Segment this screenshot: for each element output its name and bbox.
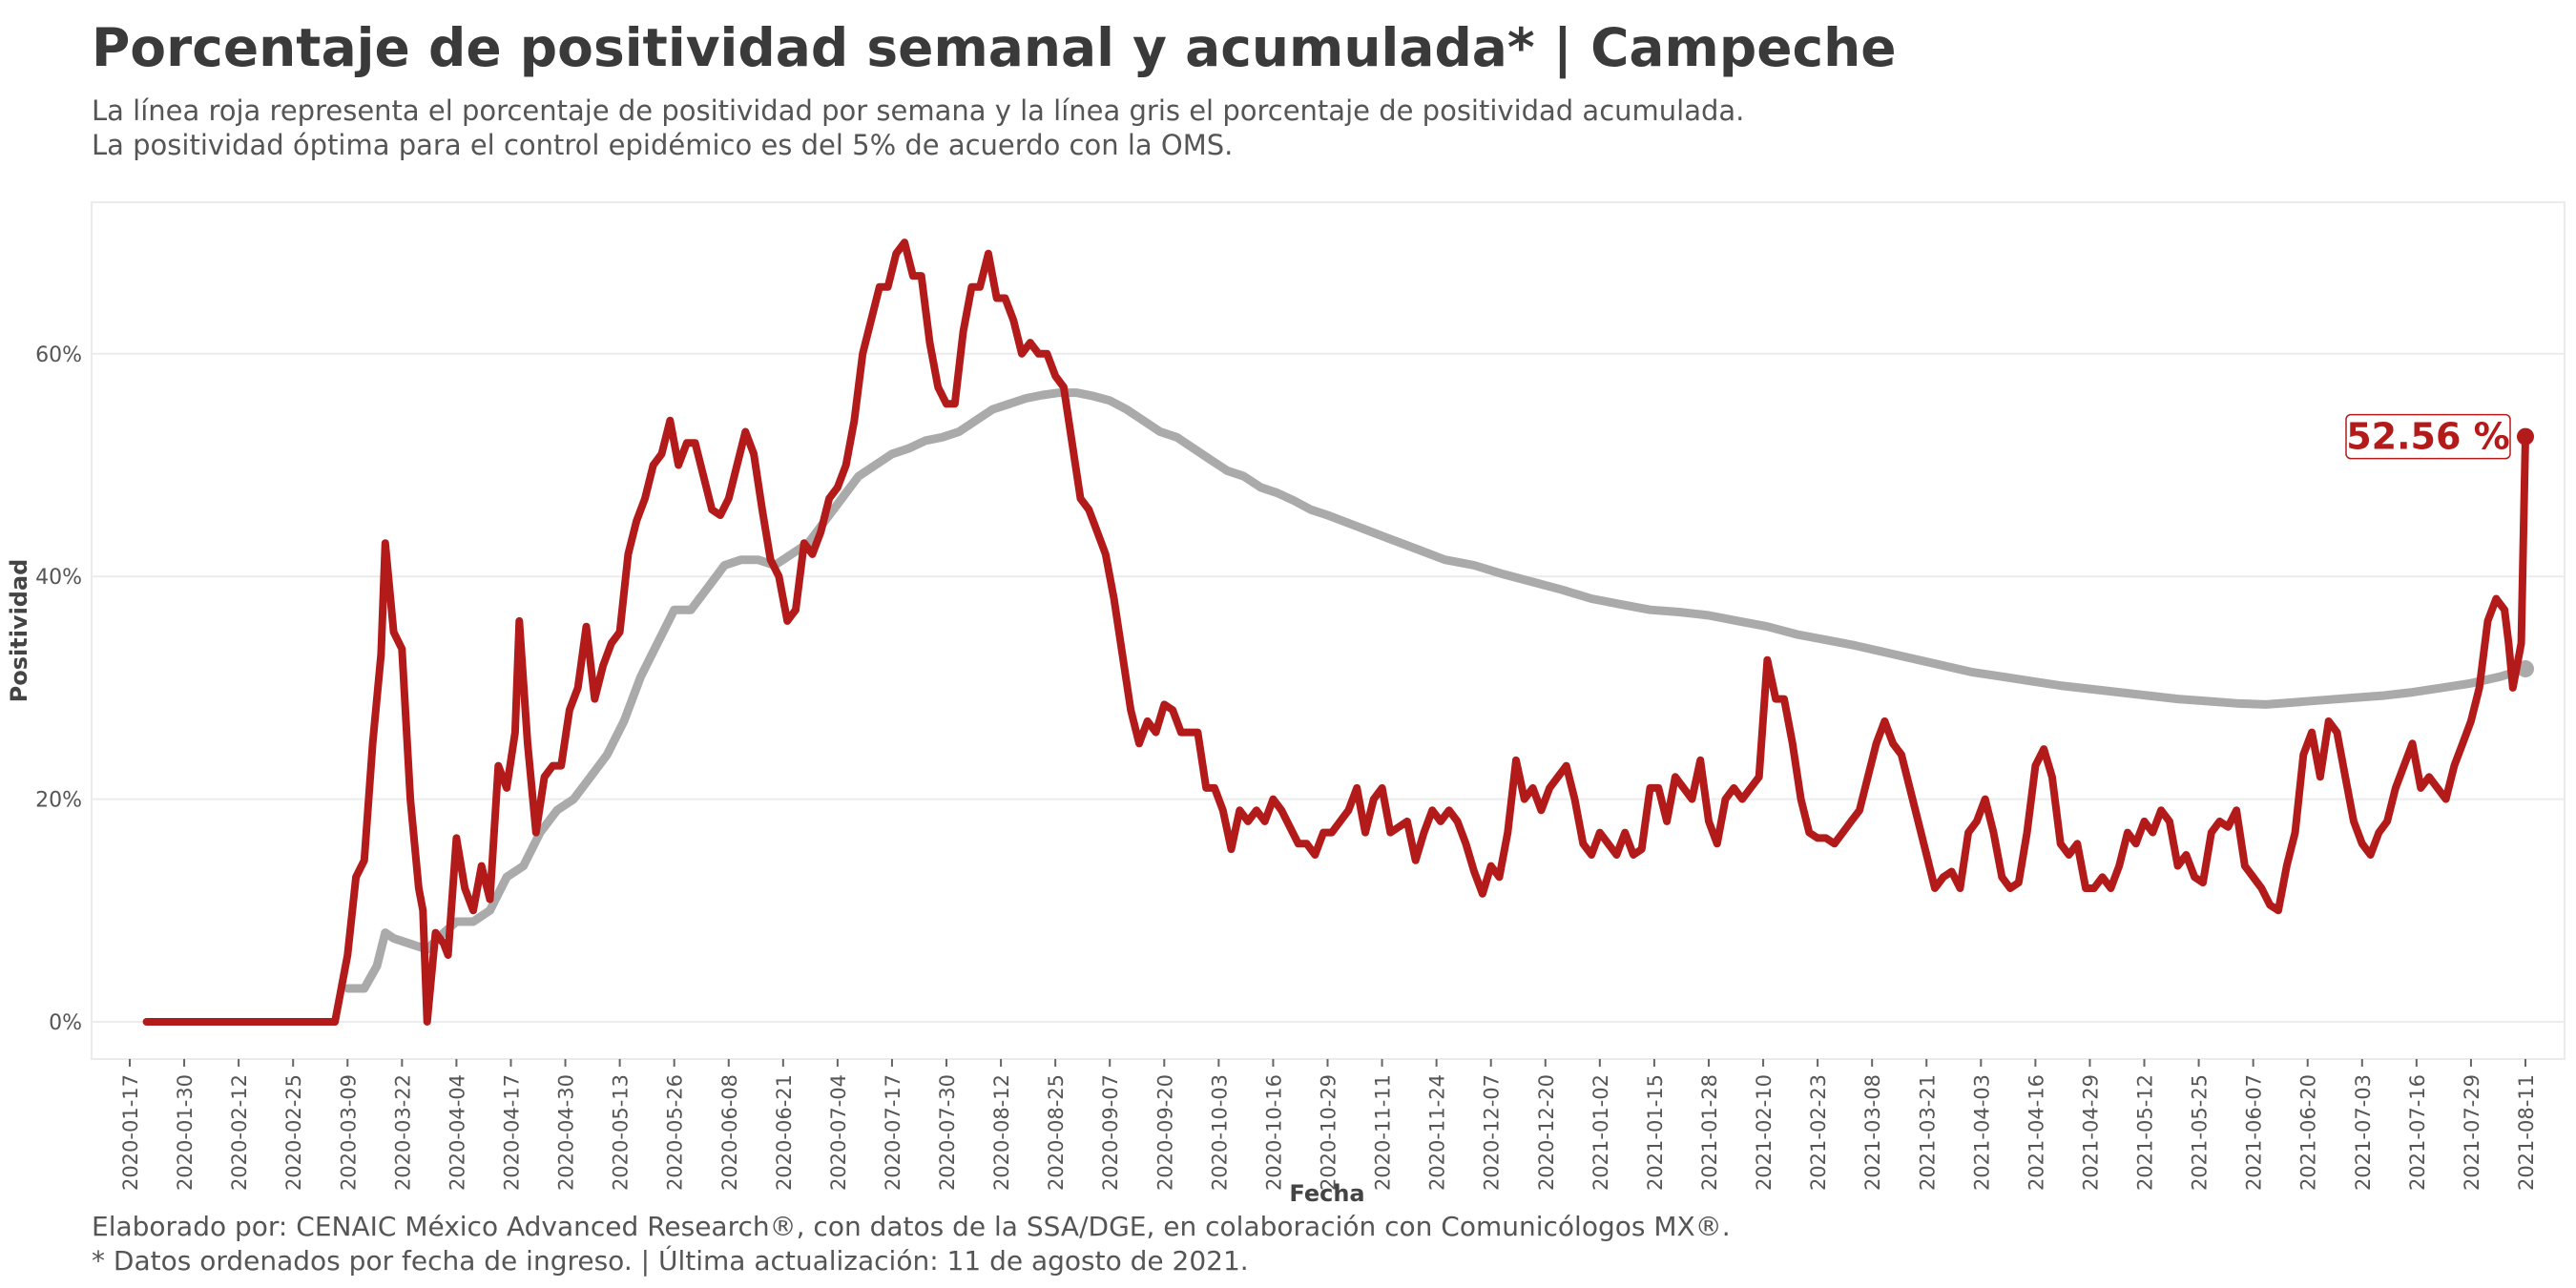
x-tick-label: 2021-07-16 — [2406, 1074, 2429, 1191]
value-annotation: 52.56 % — [2345, 413, 2511, 460]
subtitle-line-1: La línea roja representa el porcentaje d… — [92, 94, 1745, 127]
series-lines — [142, 239, 2534, 1026]
series-endpoint-acumulada — [2517, 660, 2534, 678]
series-endpoint-semanal — [2517, 427, 2534, 446]
x-tick-label: 2020-08-12 — [990, 1074, 1013, 1191]
x-tick-label: 2020-09-07 — [1099, 1074, 1122, 1191]
x-tick-label: 2021-07-29 — [2461, 1074, 2483, 1191]
x-tick-label: 2021-05-12 — [2134, 1074, 2157, 1191]
x-tick-label: 2020-04-04 — [446, 1074, 468, 1191]
annotation-box — [2345, 413, 2511, 460]
caption-line-2: * Datos ordenados por fecha de ingreso. … — [92, 1245, 1249, 1277]
x-tick-label: 2020-04-30 — [555, 1074, 578, 1191]
x-tick-label: 2021-01-28 — [1698, 1074, 1721, 1191]
x-tick-label: 2020-04-17 — [500, 1074, 523, 1191]
x-tick-label: 2021-03-08 — [1861, 1074, 1884, 1191]
x-tick-label: 2021-04-03 — [1970, 1074, 1993, 1191]
x-tick-label: 2021-01-02 — [1589, 1074, 1612, 1191]
chart-subtitle: La línea roja representa el porcentaje d… — [92, 93, 1744, 162]
x-tick-label: 2020-02-12 — [228, 1074, 251, 1191]
y-tick-label: 40% — [35, 566, 82, 590]
chart-caption: Elaborado por: CENAIC México Advanced Re… — [92, 1210, 1731, 1278]
x-tick-label: 2020-10-16 — [1262, 1074, 1285, 1191]
x-tick-label: 2020-05-13 — [610, 1074, 633, 1191]
x-tick-label: 2021-04-16 — [2025, 1074, 2047, 1191]
grid-lines — [92, 352, 2565, 1023]
x-axis-ticks: 2020-01-17 2020-01-30 2020-02-12 2020-02-25… — [119, 1059, 2538, 1191]
x-tick-label: 2021-02-10 — [1753, 1074, 1776, 1191]
y-axis-title: Positividad — [6, 559, 32, 703]
x-tick-label: 2020-05-26 — [664, 1074, 687, 1191]
x-tick-label: 2020-01-30 — [174, 1074, 197, 1191]
x-tick-label: 2021-05-25 — [2189, 1074, 2212, 1191]
y-tick-label: 20% — [35, 789, 82, 813]
x-tick-label: 2020-02-25 — [282, 1074, 305, 1191]
series-line-semanal — [142, 239, 2529, 1026]
x-tick-label: 2021-07-03 — [2352, 1074, 2375, 1191]
y-tick-label: 60% — [35, 343, 82, 367]
y-tick-label: 0% — [49, 1011, 82, 1035]
caption-line-1: Elaborado por: CENAIC México Advanced Re… — [92, 1211, 1731, 1242]
x-tick-label: 2020-01-17 — [119, 1074, 142, 1191]
chart-title: Porcentaje de positividad semanal y acum… — [92, 17, 1897, 78]
x-tick-label: 2020-03-22 — [391, 1074, 414, 1191]
x-tick-label: 2021-03-21 — [1916, 1074, 1939, 1191]
x-tick-label: 2021-06-20 — [2297, 1074, 2320, 1191]
x-tick-label: 2020-11-24 — [1426, 1074, 1449, 1191]
x-tick-label: 2020-09-20 — [1153, 1074, 1176, 1191]
x-tick-label: 2020-03-09 — [337, 1074, 360, 1191]
x-tick-label: 2021-01-15 — [1644, 1074, 1667, 1191]
subtitle-line-2: La positividad óptima para el control ep… — [92, 129, 1234, 161]
y-axis-ticks: 0% 20% 40% 60% — [35, 343, 82, 1035]
x-tick-label: 2020-12-07 — [1481, 1074, 1504, 1191]
x-tick-label: 2020-10-29 — [1318, 1074, 1340, 1191]
x-tick-label: 2020-07-04 — [827, 1074, 850, 1191]
x-tick-label: 2020-06-08 — [718, 1074, 741, 1191]
x-tick-label: 2021-08-11 — [2515, 1074, 2538, 1191]
x-tick-label: 2020-08-25 — [1045, 1074, 1068, 1191]
series-line-acumulada — [343, 388, 2530, 993]
x-tick-label: 2020-10-03 — [1208, 1074, 1231, 1191]
x-axis-title: Fecha — [1289, 1180, 1364, 1207]
plot-panel — [91, 201, 2566, 1060]
x-tick-label: 2021-04-29 — [2079, 1074, 2102, 1191]
x-tick-label: 2020-11-11 — [1372, 1074, 1395, 1191]
x-tick-label: 2020-12-20 — [1535, 1074, 1558, 1191]
x-tick-label: 2021-06-07 — [2243, 1074, 2266, 1191]
x-tick-label: 2020-07-30 — [936, 1074, 959, 1191]
annotation-label: 52.56 % — [2346, 416, 2510, 458]
x-tick-label: 2020-06-21 — [773, 1074, 796, 1191]
x-tick-label: 2021-02-23 — [1807, 1074, 1830, 1191]
x-tick-label: 2020-07-17 — [882, 1074, 904, 1191]
